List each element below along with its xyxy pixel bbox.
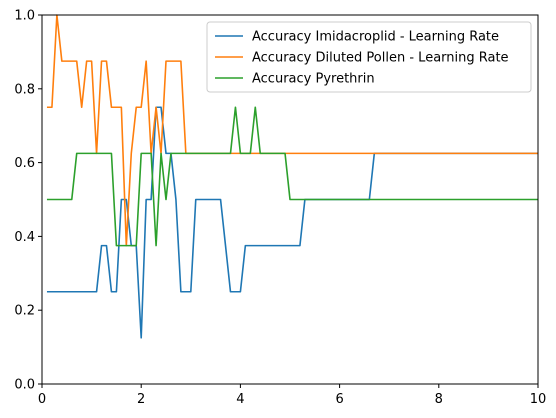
y-tick-label: 1.0 [14, 9, 35, 24]
series-line-3 [46, 106, 538, 247]
legend-label-1: Accuracy Imidacroplid - Learning Rate [252, 30, 499, 45]
legend-label-3: Accuracy Pyrethrin [252, 72, 375, 87]
legend-label-2: Accuracy Diluted Pollen - Learning Rate [252, 51, 509, 66]
x-tick-label: 6 [335, 392, 343, 407]
x-tick-label: 2 [137, 392, 145, 407]
legend-box [206, 21, 532, 93]
series-layer [46, 14, 538, 339]
axes-frame [41, 14, 539, 385]
x-tick-label: 0 [38, 392, 46, 407]
y-tick-label: 0.8 [14, 82, 35, 97]
x-tick-label: 10 [530, 392, 547, 407]
y-tick-label: 0.6 [14, 156, 35, 171]
x-tick-label: 4 [236, 392, 244, 407]
y-tick-label: 0.0 [14, 378, 35, 393]
legend: Accuracy Imidacroplid - Learning Rate Acc… [206, 21, 532, 93]
x-tick-label: 8 [435, 392, 443, 407]
axes-layer: 0 2 4 6 8 10 0.0 0.2 0.4 0.6 0.8 1.0 [14, 9, 546, 408]
y-tick-label: 0.4 [14, 230, 35, 245]
y-tick-label: 0.2 [14, 304, 35, 319]
